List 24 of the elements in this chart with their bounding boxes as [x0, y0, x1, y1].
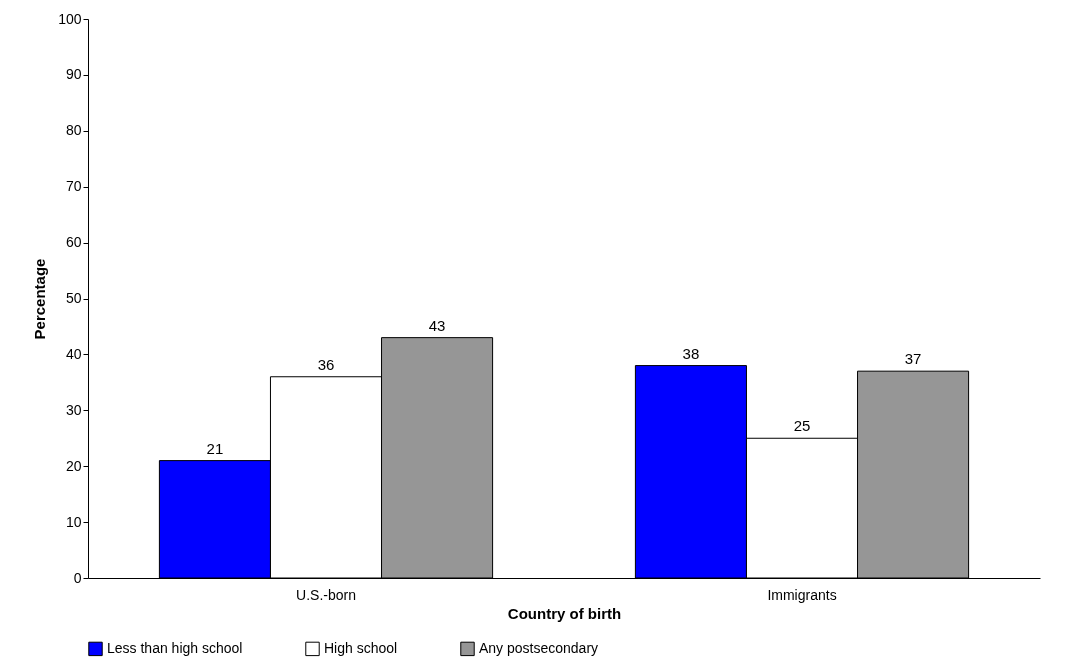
y-tick-label: 0 [73, 569, 82, 586]
y-tick-label: 80 [65, 122, 82, 139]
legend-label: Less than high school [107, 639, 243, 656]
data-label: 37 [904, 350, 922, 368]
x-axis-title: Country of birth [507, 604, 622, 622]
y-axis-title: Percentage [31, 258, 49, 340]
y-tick-label: 20 [65, 457, 82, 474]
data-label: 21 [206, 439, 224, 457]
y-tick-label: 100 [58, 10, 82, 27]
y-tick-label: 50 [65, 290, 82, 306]
y-tick-label: 90 [65, 66, 82, 83]
legend-label: High school [324, 639, 398, 656]
data-label: 43 [428, 316, 446, 334]
legend-label: Any postsecondary [479, 639, 599, 656]
data-label: 36 [317, 355, 335, 373]
y-tick-label: 30 [65, 401, 82, 418]
data-label: 38 [682, 344, 700, 362]
x-tick-label: Immigrants [767, 586, 837, 603]
y-tick-label: 10 [65, 513, 82, 530]
y-tick-label: 70 [65, 178, 82, 195]
data-label: 25 [793, 417, 811, 435]
y-tick-label: 40 [65, 345, 82, 362]
y-tick-label: 60 [65, 234, 82, 251]
x-tick-label: U.S.-born [296, 586, 356, 603]
